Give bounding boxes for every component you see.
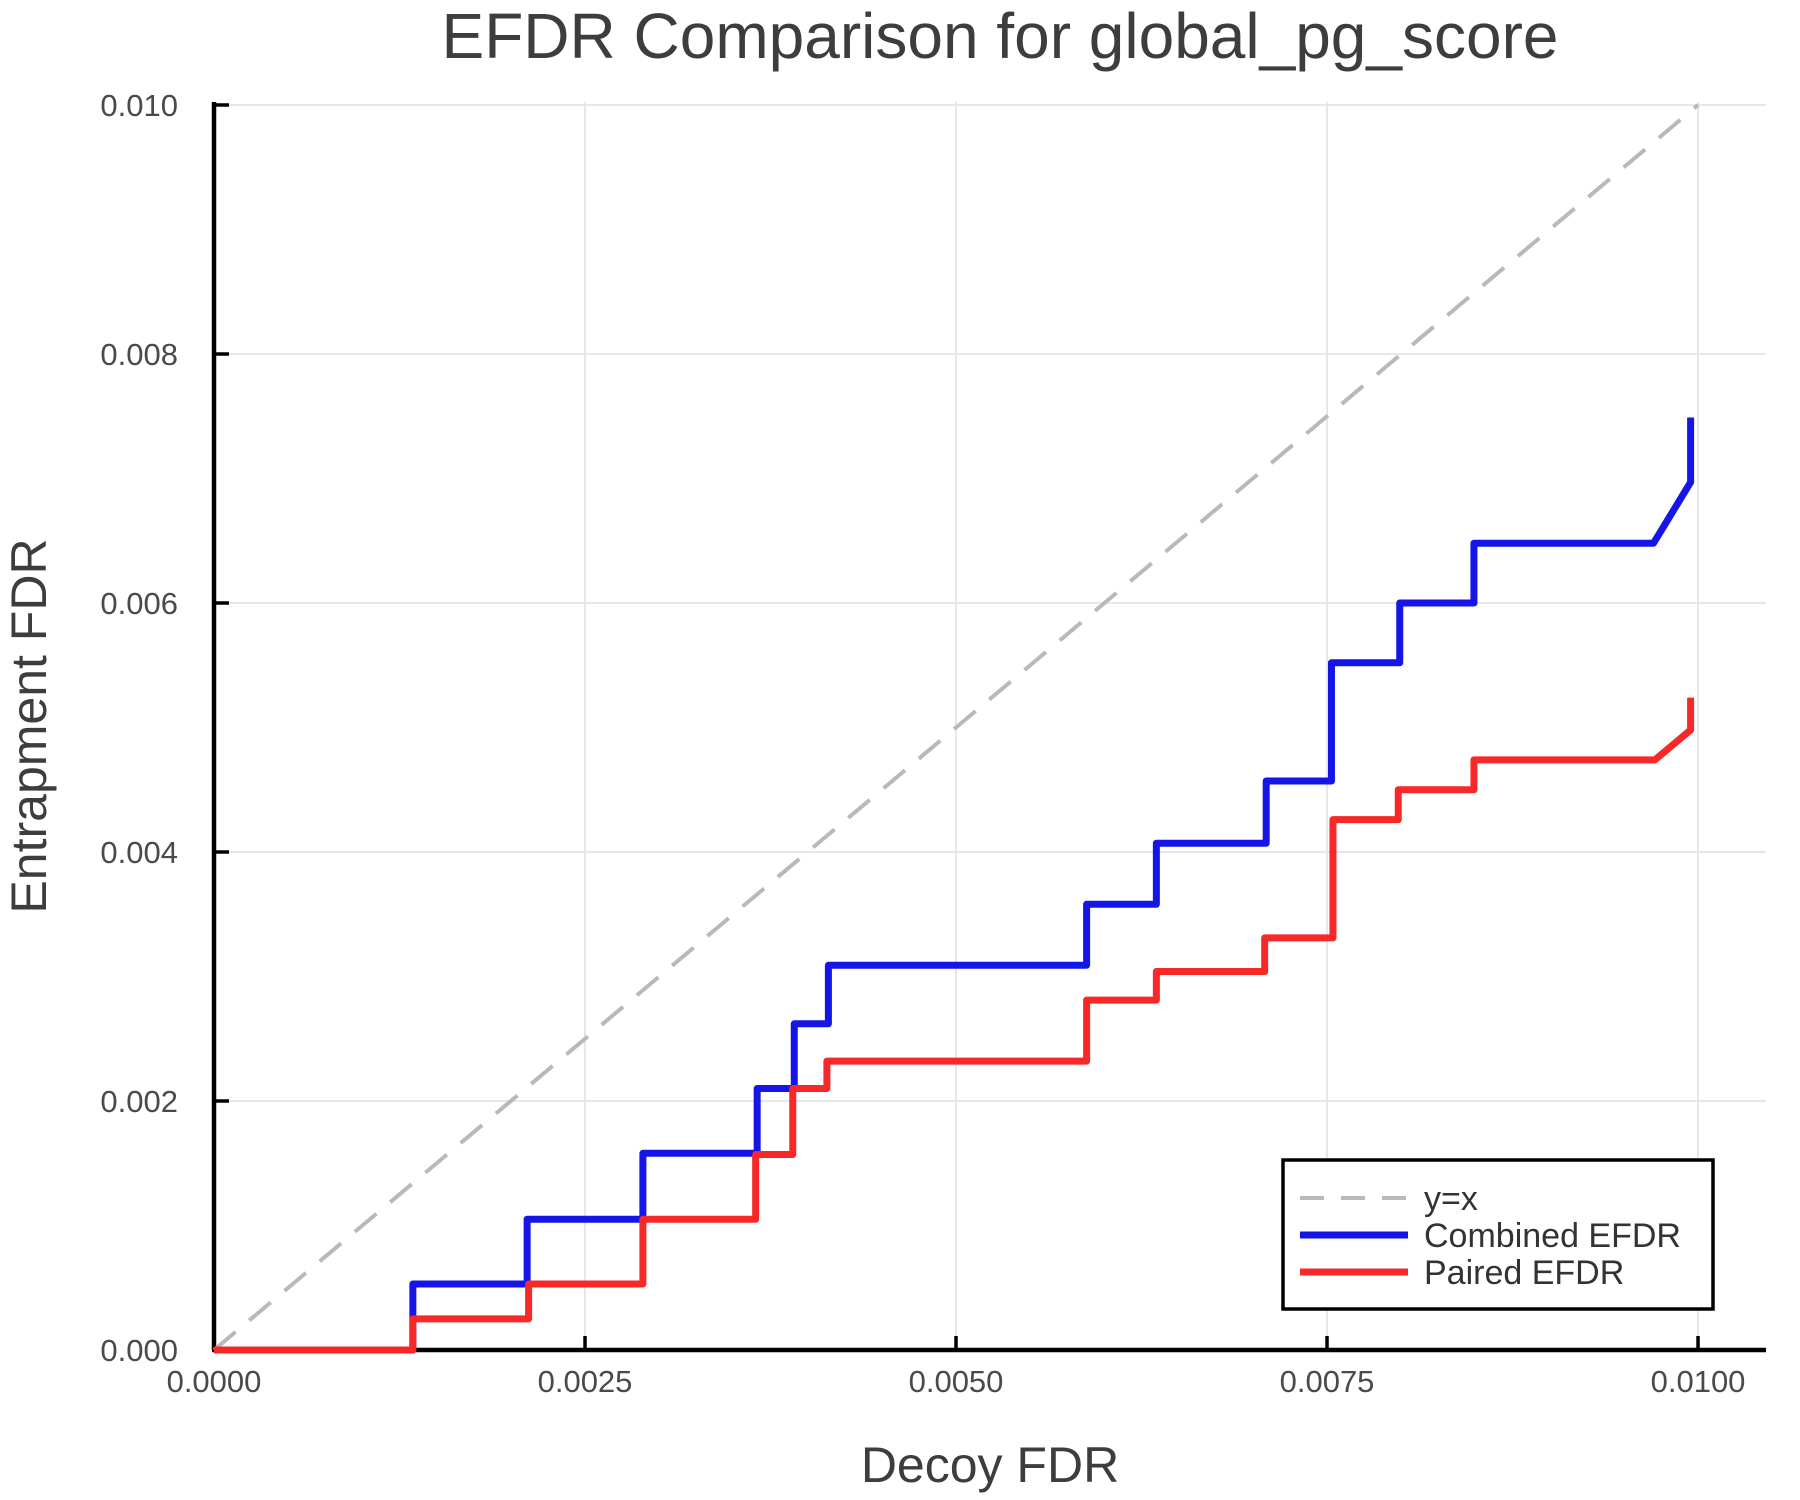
legend-label: y=x — [1424, 1180, 1478, 1218]
x-axis-label: Decoy FDR — [861, 1437, 1119, 1493]
series-line-combined-efdr — [214, 417, 1695, 1354]
y-tick-label: 0.006 — [100, 586, 178, 621]
x-tick-label: 0.0000 — [167, 1364, 262, 1399]
y-tick-label: 0.008 — [100, 337, 178, 372]
legend-label: Paired EFDR — [1424, 1254, 1624, 1292]
series-lines — [212, 103, 1700, 1354]
y-axis-label: Entrapment FDR — [1, 538, 57, 913]
legend-label: Combined EFDR — [1424, 1217, 1681, 1255]
series-line-paired-efdr — [214, 697, 1695, 1354]
axes-spines-and-ticks — [211, 102, 1766, 1353]
x-tick-label: 0.0075 — [1280, 1364, 1375, 1399]
y-tick-label: 0.004 — [100, 835, 178, 870]
y-tick-label: 0.010 — [100, 88, 178, 123]
x-tick-label: 0.0050 — [909, 1364, 1004, 1399]
y-tick-label: 0.000 — [100, 1333, 178, 1368]
x-tick-label: 0.0025 — [538, 1364, 633, 1399]
x-tick-label: 0.0100 — [1651, 1364, 1746, 1399]
tick-labels: 0.0000 0.0025 0.0050 0.0075 0.0100 0.000 0.002… — [100, 88, 1745, 1399]
series-line-y-x — [212, 103, 1700, 1352]
chart-title: EFDR Comparison for global_pg_score — [442, 0, 1559, 72]
y-tick-label: 0.002 — [100, 1084, 178, 1119]
